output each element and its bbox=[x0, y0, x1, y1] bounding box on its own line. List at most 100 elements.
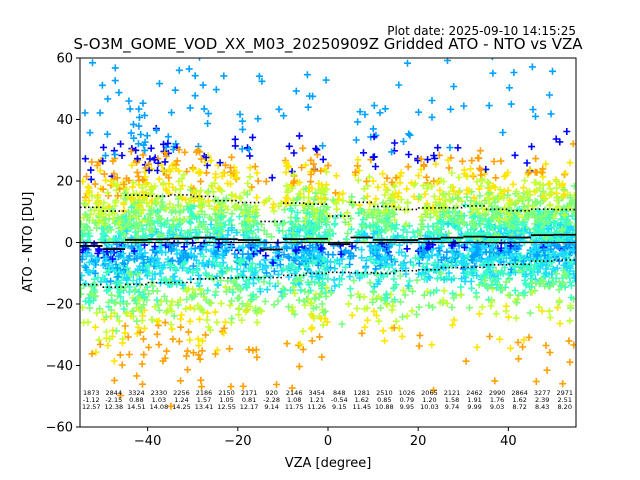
scatter-point bbox=[375, 226, 383, 234]
scatter-point bbox=[354, 118, 362, 126]
scatter-point bbox=[249, 133, 257, 141]
bin-std-label: 11.26 bbox=[307, 403, 326, 411]
scatter-point bbox=[169, 335, 177, 343]
scatter-point bbox=[566, 358, 574, 366]
scatter-point bbox=[147, 186, 155, 194]
scatter-point bbox=[409, 228, 417, 236]
scatter-point bbox=[186, 336, 194, 344]
scatter-point bbox=[176, 209, 184, 217]
scatter-point bbox=[302, 161, 310, 169]
scatter-point bbox=[404, 282, 412, 290]
scatter-point bbox=[129, 179, 137, 187]
scatter-point bbox=[81, 262, 89, 270]
scatter-point bbox=[366, 279, 374, 287]
scatter-point bbox=[321, 194, 329, 202]
scatter-point bbox=[322, 76, 330, 84]
bin-std-label: 14.08 bbox=[150, 403, 169, 411]
scatter-point bbox=[307, 178, 315, 186]
scatter-point bbox=[253, 194, 261, 201]
scatter-point bbox=[295, 363, 303, 371]
scatter-point bbox=[126, 214, 134, 221]
scatter-point bbox=[175, 337, 183, 345]
scatter-point bbox=[85, 258, 93, 266]
bin-std-label: 10.88 bbox=[375, 403, 394, 411]
scatter-point bbox=[118, 339, 126, 347]
scatter-point bbox=[401, 252, 409, 260]
scatter-point bbox=[133, 254, 141, 262]
scatter-point bbox=[133, 300, 141, 308]
bin-std-label: 14.25 bbox=[172, 403, 191, 411]
scatter-point bbox=[142, 180, 150, 188]
scatter-point bbox=[295, 296, 303, 304]
scatter-point bbox=[308, 337, 316, 345]
scatter-point bbox=[161, 293, 168, 300]
scatter-point bbox=[217, 299, 225, 307]
scatter-point bbox=[390, 275, 398, 283]
scatter-point bbox=[473, 293, 481, 301]
scatter-point bbox=[285, 303, 293, 311]
scatter-point bbox=[502, 302, 510, 310]
scatter-point bbox=[118, 361, 126, 369]
scatter-point bbox=[532, 378, 540, 385]
scatter-point bbox=[177, 202, 185, 210]
scatter-point bbox=[307, 268, 315, 276]
scatter-point bbox=[317, 195, 325, 203]
scatter-point bbox=[213, 204, 221, 212]
scatter-point bbox=[348, 193, 356, 201]
scatter-point bbox=[86, 129, 94, 137]
scatter-point bbox=[326, 212, 334, 220]
scatter-point bbox=[240, 267, 248, 275]
scatter-point bbox=[417, 155, 425, 163]
scatter-point bbox=[252, 346, 260, 354]
scatter-point bbox=[238, 220, 246, 228]
scatter-point bbox=[162, 205, 170, 213]
scatter-point bbox=[253, 169, 261, 177]
scatter-point bbox=[103, 328, 110, 336]
scatter-point bbox=[332, 189, 339, 197]
scatter-point bbox=[130, 134, 138, 142]
scatter-point bbox=[224, 231, 232, 239]
scatter-point bbox=[270, 301, 278, 309]
scatter-point bbox=[372, 163, 379, 170]
scatter-point bbox=[230, 279, 238, 287]
scatter-point bbox=[547, 110, 555, 118]
scatter-point bbox=[492, 174, 500, 182]
scatter-point bbox=[318, 353, 326, 361]
scatter-point bbox=[338, 275, 346, 283]
scatter-point bbox=[528, 63, 536, 71]
scatter-point bbox=[80, 214, 88, 222]
scatter-point bbox=[112, 198, 119, 206]
scatter-point bbox=[312, 295, 320, 303]
scatter-point bbox=[370, 307, 378, 315]
scatter-point bbox=[197, 376, 205, 384]
scatter-point bbox=[319, 142, 327, 150]
scatter-point bbox=[306, 299, 314, 307]
scatter-point bbox=[235, 294, 243, 302]
scatter-point bbox=[269, 204, 277, 212]
scatter-point bbox=[332, 200, 340, 208]
scatter-point bbox=[355, 167, 363, 174]
scatter-point bbox=[160, 147, 168, 155]
scatter-point bbox=[532, 179, 540, 187]
scatter-point bbox=[282, 159, 290, 167]
scatter-point bbox=[168, 298, 176, 306]
scatter-point bbox=[194, 146, 202, 154]
scatter-point bbox=[156, 270, 164, 277]
scatter-point bbox=[204, 286, 212, 294]
scatter-point bbox=[168, 307, 176, 315]
scatter-point bbox=[143, 192, 151, 200]
scatter-point bbox=[200, 290, 208, 298]
scatter-point bbox=[489, 69, 497, 77]
scatter-point bbox=[323, 318, 331, 326]
scatter-point bbox=[141, 111, 149, 119]
scatter-point bbox=[245, 242, 253, 250]
scatter-point bbox=[134, 265, 142, 273]
scatter-point bbox=[347, 215, 355, 222]
scatter-point bbox=[197, 155, 205, 163]
x-axis-label: VZA [degree] bbox=[285, 456, 372, 471]
scatter-point bbox=[164, 139, 172, 147]
scatter-point bbox=[352, 136, 360, 144]
scatter-point bbox=[112, 327, 120, 335]
scatter-point bbox=[167, 302, 175, 309]
scatter-point bbox=[388, 148, 396, 156]
